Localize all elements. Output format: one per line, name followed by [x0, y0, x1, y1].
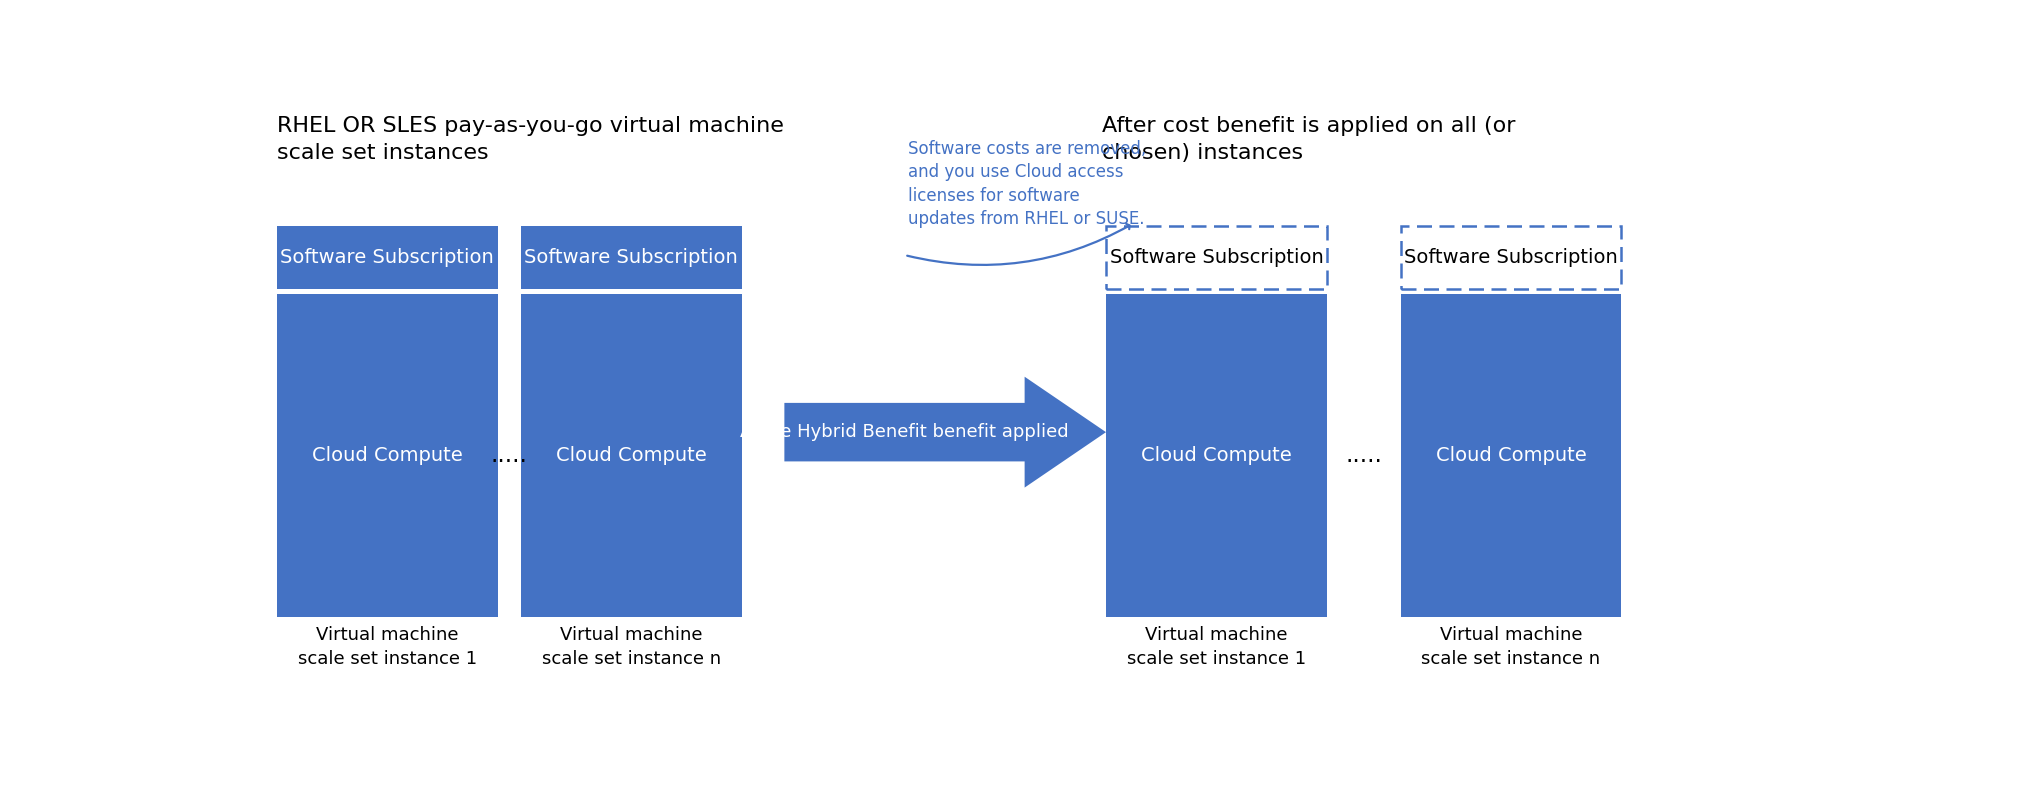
Text: After cost benefit is applied on all (or
chosen) instances: After cost benefit is applied on all (or…	[1101, 117, 1515, 163]
Bar	[276, 293, 497, 617]
Text: Software Subscription: Software Subscription	[525, 248, 738, 266]
Text: Virtual machine
scale set instance 1: Virtual machine scale set instance 1	[1128, 626, 1306, 667]
Text: Virtual machine
scale set instance 1: Virtual machine scale set instance 1	[298, 626, 477, 667]
Text: Cloud Compute: Cloud Compute	[1436, 446, 1586, 465]
Text: .....: .....	[491, 443, 527, 467]
Bar	[521, 226, 742, 289]
Bar	[1401, 226, 1620, 289]
Text: Software Subscription: Software Subscription	[1109, 248, 1324, 266]
Polygon shape	[785, 377, 1105, 488]
Bar	[1401, 293, 1620, 617]
Text: RHEL OR SLES pay-as-you-go virtual machine
scale set instances: RHEL OR SLES pay-as-you-go virtual machi…	[276, 117, 783, 163]
Text: Cloud Compute: Cloud Compute	[556, 446, 706, 465]
Text: Software Subscription: Software Subscription	[280, 248, 495, 266]
Bar	[521, 293, 742, 617]
Text: Software Subscription: Software Subscription	[1403, 248, 1618, 266]
Text: Azure Hybrid Benefit benefit applied: Azure Hybrid Benefit benefit applied	[740, 423, 1069, 441]
Text: Cloud Compute: Cloud Compute	[1142, 446, 1292, 465]
Bar	[1105, 226, 1326, 289]
Text: Software costs are removed,
and you use Cloud access
licenses for software
updat: Software costs are removed, and you use …	[909, 139, 1146, 228]
Text: .....: .....	[1345, 443, 1383, 467]
Text: Virtual machine
scale set instance n: Virtual machine scale set instance n	[1422, 626, 1600, 667]
Bar	[1105, 293, 1326, 617]
Text: Cloud Compute: Cloud Compute	[312, 446, 462, 465]
Text: Virtual machine
scale set instance n: Virtual machine scale set instance n	[541, 626, 720, 667]
Bar	[276, 226, 497, 289]
